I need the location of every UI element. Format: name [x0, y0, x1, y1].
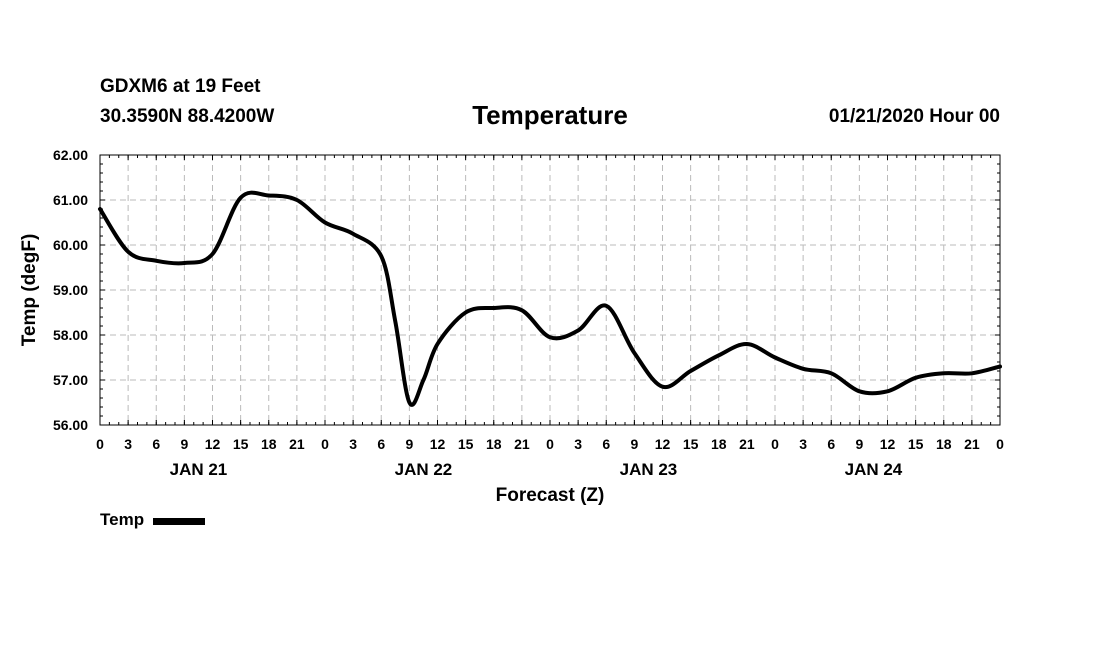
x-tick-label: 12 [655, 436, 671, 452]
x-tick-label: 0 [321, 436, 329, 452]
x-tick-label: 21 [514, 436, 530, 452]
y-axis-label: Temp (degF) [19, 234, 40, 347]
x-tick-label: 6 [377, 436, 385, 452]
day-labels: JAN 21 JAN 22 JAN 23 JAN 24 [170, 460, 903, 479]
x-tick-label: 3 [124, 436, 132, 452]
y-tick-label: 59.00 [53, 282, 88, 298]
x-tick-label: 18 [261, 436, 277, 452]
x-tick-label: 15 [458, 436, 474, 452]
y-tick-label: 56.00 [53, 417, 88, 433]
x-tick-label: 15 [683, 436, 699, 452]
y-tick-label: 57.00 [53, 372, 88, 388]
x-tick-label: 0 [996, 436, 1004, 452]
forecast-run-time: 01/21/2020 Hour 00 [828, 106, 1000, 127]
y-tick-label: 58.00 [53, 327, 88, 343]
axis-ticks [99, 154, 1001, 426]
x-tick-label: 0 [771, 436, 779, 452]
x-tick-label: 6 [602, 436, 610, 452]
day-label: JAN 22 [395, 460, 453, 479]
x-tick-label: 21 [739, 436, 755, 452]
station-coordinates: 30.3590N 88.4200W [100, 106, 275, 127]
x-tick-label: 18 [711, 436, 727, 452]
x-tick-label: 18 [486, 436, 502, 452]
x-tick-label: 12 [205, 436, 221, 452]
x-tick-label: 15 [908, 436, 924, 452]
x-tick-label: 9 [630, 436, 638, 452]
y-tick-label: 62.00 [53, 147, 88, 163]
x-tick-label: 15 [233, 436, 249, 452]
x-tick-label: 9 [180, 436, 188, 452]
x-tick-labels: 0 3 6 9 12 15 18 21 0 3 6 9 12 15 18 21 0 3 6 9 12 15 18 21 0 3 6 9… [96, 436, 1004, 452]
x-tick-label: 21 [289, 436, 305, 452]
x-tick-label: 12 [880, 436, 896, 452]
legend-line-swatch [153, 517, 206, 525]
x-axis-label: Forecast (Z) [496, 485, 605, 506]
x-tick-label: 6 [827, 436, 835, 452]
legend: Temp [100, 510, 206, 530]
x-tick-label: 3 [799, 436, 807, 452]
x-tick-label: 12 [430, 436, 446, 452]
station-label: GDXM6 at 19 Feet [100, 76, 261, 97]
legend-label: Temp [100, 510, 145, 529]
chart-title: Temperature [472, 100, 628, 130]
x-tick-label: 3 [574, 436, 582, 452]
x-tick-label: 9 [405, 436, 413, 452]
day-label: JAN 24 [845, 460, 903, 479]
x-tick-label: 18 [936, 436, 952, 452]
x-tick-label: 21 [964, 436, 980, 452]
grid-lines [100, 155, 1000, 425]
y-tick-label: 61.00 [53, 192, 88, 208]
y-tick-labels: 56.00 57.00 58.00 59.00 60.00 61.00 62.00 [53, 147, 88, 433]
x-tick-label: 9 [855, 436, 863, 452]
temp-series-line [98, 190, 1002, 407]
y-tick-label: 60.00 [53, 237, 88, 253]
x-tick-label: 0 [546, 436, 554, 452]
x-tick-label: 3 [349, 436, 357, 452]
day-label: JAN 23 [620, 460, 678, 479]
x-tick-label: 0 [96, 436, 104, 452]
day-label: JAN 21 [170, 460, 228, 479]
x-tick-label: 6 [152, 436, 160, 452]
